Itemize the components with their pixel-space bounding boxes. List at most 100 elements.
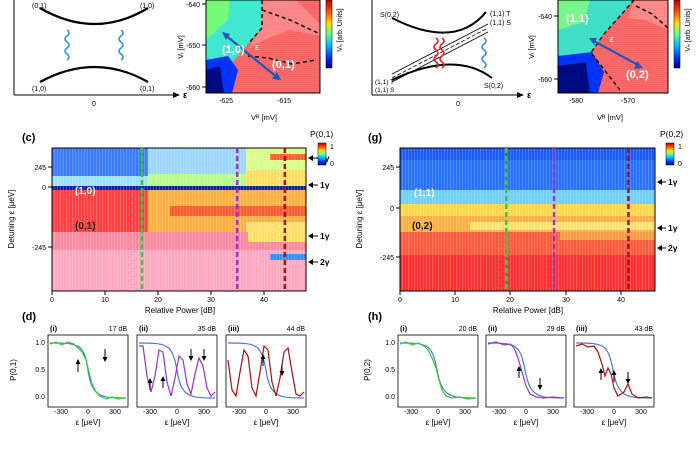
transition-markers: 1γ 1γ 2γ (657, 177, 678, 253)
axis-label: ε [μeV] (602, 418, 627, 427)
transition-markers: 2γ 1γ 1γ 2γ (308, 153, 330, 267)
axis-label: P(0,1) (9, 359, 18, 381)
right-stability-map: (1,1) (0,2) ε -640 -660 -580 -570 Vᴿ [mV… (527, 0, 692, 122)
axis-label: ε [μeV] (514, 418, 539, 427)
colorbar-title: P(0,1) (310, 129, 333, 139)
colorbar-tick: 1 (678, 144, 682, 151)
arrow-up-icon (260, 354, 266, 359)
marker-1gamma: 1γ (320, 231, 330, 241)
panel-label: (h) (368, 311, 382, 323)
region-label: (1,1) (566, 13, 589, 25)
axis-tick: -300 (492, 409, 506, 416)
arrow-up-icon (516, 366, 522, 371)
epsilon-label: ε (255, 42, 259, 52)
axis-tick: 0 (92, 101, 96, 108)
region-label: (0,1) (75, 221, 96, 232)
axis-tick: 1.0 (35, 340, 45, 347)
region-label: (0,2) (626, 69, 649, 81)
arrow-down-icon (201, 356, 207, 361)
marker-1gamma: 1γ (668, 223, 678, 233)
axis-tick: 0 (42, 185, 46, 192)
subplot-tag: (ii) (488, 324, 498, 333)
axis-label: ε [μeV] (426, 418, 451, 427)
axis-label: Relative Power [dB] (493, 306, 563, 315)
panel-label: (c) (22, 132, 36, 144)
marker-2gamma: 2γ (320, 257, 330, 267)
state-label: (0,1) (140, 86, 154, 93)
microwave-wiggle-blue (481, 37, 487, 69)
axis-label: ε [μeV] (254, 418, 279, 427)
region-label: (1,1) (414, 188, 435, 199)
axis-tick: -615 (277, 98, 291, 105)
data-trace (227, 344, 305, 398)
subplot-power: 44 dB (287, 326, 306, 333)
left-stability-map: (1,0) (0,1) ε -640 -650 -660 -625 -615 V… (176, 0, 344, 122)
lower-branch (39, 66, 149, 83)
subplot-power: 17 dB (109, 326, 128, 333)
subplot-power: 20 dB (459, 326, 478, 333)
axis-tick: -650 (186, 43, 200, 50)
colorbar-title: P(0,2) (660, 129, 683, 139)
subplot-h-iii: (iii) 43 dB -300 0 300 ε [μeV] (573, 324, 655, 427)
axis-label: Vₗ [mV] (176, 35, 185, 59)
axis-tick: 300 (635, 409, 647, 416)
colorbar-tick: 0 (330, 161, 334, 168)
panel-label: (d) (22, 311, 36, 323)
axis-label: Vᴿ [mV] (251, 113, 277, 122)
axis-label: ε [μeV] (165, 418, 190, 427)
colorbar (665, 142, 675, 166)
axis-tick: 0.0 (385, 394, 395, 401)
axis-tick: -245 (380, 255, 394, 262)
colorbar (317, 142, 327, 166)
arrow-up-icon (611, 370, 617, 375)
axis-tick: 0 (50, 297, 54, 304)
data-trace (49, 341, 125, 400)
axis-tick: 0 (456, 101, 460, 108)
arrow-down-icon (537, 385, 543, 390)
region-label: (1,0) (75, 186, 96, 197)
x-axis: 0 10 20 30 40 Relative Power [dB] (50, 291, 268, 315)
subplot-tag: (i) (400, 324, 408, 333)
subplot-tag: (i) (50, 324, 58, 333)
state-label: (1,1) T (490, 11, 511, 18)
axis-tick: 300 (109, 409, 121, 416)
panel-h: (h) P(0,2) 1.0 0.5 0.0 (i) 20 dB -300 0 … (363, 311, 655, 427)
axis-tick: -660 (186, 85, 200, 92)
state-label: (1,1) S (490, 20, 511, 27)
axis-tick: 20 (506, 297, 514, 304)
colorbar (325, 0, 333, 69)
data-trace (139, 345, 216, 398)
subplot-tag: (iii) (576, 324, 588, 333)
axis-label: ε (183, 90, 188, 100)
marker-2gamma: 2γ (668, 243, 678, 253)
state-label: (1,1) S (375, 87, 395, 94)
subplot-power: 35 dB (198, 326, 217, 333)
axis-tick: -640 (538, 14, 552, 21)
panel-label: (g) (368, 132, 382, 144)
state-label: (1,0) (32, 86, 46, 93)
axis-tick: 1.0 (385, 340, 395, 347)
panel-d: (d) P(0,1) 1.0 0.5 0.0 (i) 17 dB -300 0 … (9, 311, 307, 427)
axis-tick: 0.5 (385, 367, 395, 374)
left-energy-diagram: (0,1) (1,0) (1,0) (0,1) 0 ε (13, 0, 188, 108)
colorbar-label: Vₕ [arb. Units] (685, 8, 692, 51)
colorbar-tick: 0 (678, 161, 682, 168)
arrow-down-icon (102, 357, 108, 362)
axis-tick: 40 (260, 297, 268, 304)
axis-tick: -640 (186, 2, 200, 9)
subplot-d-ii: (ii) 35 dB -300 0 300 ε [μeV] (136, 324, 218, 427)
axis-tick: 40 (617, 297, 625, 304)
axis-tick: -300 (232, 409, 246, 416)
axis-label: Detuning ε [μeV] (7, 190, 16, 249)
y-axis: 245 0 -245 Detuning ε [μeV] (355, 165, 400, 262)
marker-1gamma: 1γ (668, 177, 678, 187)
state-label: S(0,2) (484, 83, 503, 90)
axis-tick: 0 (390, 206, 394, 213)
axis-tick: -570 (621, 98, 635, 105)
right-energy-diagram: S(0,2) (1,1) T (1,1) S (1,1) T (1,1) S S… (371, 0, 532, 108)
region-label: (0,2) (412, 221, 433, 232)
subplot-tag: (iii) (228, 324, 240, 333)
subplot-power: 29 dB (547, 326, 566, 333)
axis-tick: 0.5 (35, 367, 45, 374)
